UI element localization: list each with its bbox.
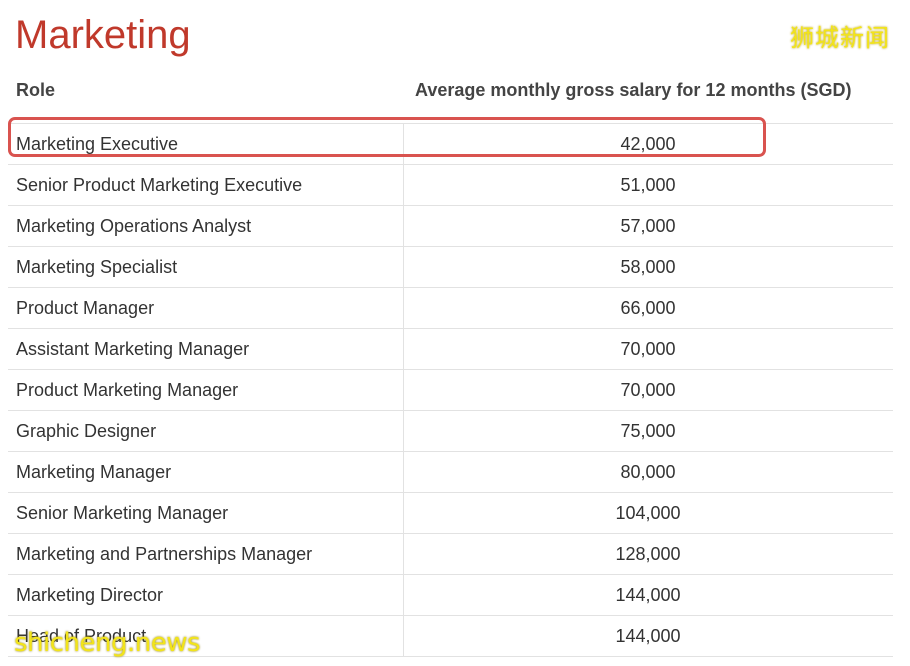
table-body: Marketing Executive 42,000 Senior Product …: [8, 124, 893, 657]
column-divider: [403, 165, 404, 205]
salary-cell: 104,000: [615, 503, 681, 523]
role-cell: Senior Product Marketing Executive: [16, 175, 303, 195]
salary-cell: 144,000: [615, 585, 681, 605]
column-divider: [403, 452, 404, 492]
column-divider: [403, 206, 404, 246]
watermark-url: shicheng.news: [14, 628, 201, 658]
salary-cell: 51,000: [620, 175, 676, 195]
column-divider: [403, 247, 404, 287]
salary-cell: 42,000: [620, 134, 676, 154]
role-cell: Marketing Specialist: [16, 257, 178, 277]
role-cell: Marketing and Partnerships Manager: [16, 544, 313, 564]
role-cell: Senior Marketing Manager: [16, 503, 229, 523]
role-cell: Marketing Director: [16, 585, 164, 605]
table-row: Senior Marketing Manager 104,000: [8, 493, 893, 534]
role-cell: Product Marketing Manager: [16, 380, 239, 400]
table-row: Product Manager 66,000: [8, 288, 893, 329]
salary-cell: 75,000: [620, 421, 676, 441]
table-row: Marketing and Partnerships Manager 128,00…: [8, 534, 893, 575]
table-row: Marketing Executive 42,000: [8, 124, 893, 165]
salary-cell: 144,000: [615, 626, 681, 646]
salary-table: Role Average monthly gross salary for 12…: [8, 72, 893, 657]
salary-cell: 57,000: [620, 216, 676, 236]
salary-cell: 70,000: [620, 380, 676, 400]
table-row: Marketing Specialist 58,000: [8, 247, 893, 288]
table-row: Senior Product Marketing Executive 51,000: [8, 165, 893, 206]
role-cell: Product Manager: [16, 298, 155, 318]
page-title: Marketing: [15, 13, 191, 57]
column-divider: [403, 288, 404, 328]
table-row: Graphic Designer 75,000: [8, 411, 893, 452]
column-header-salary: Average monthly gross salary for 12 mont…: [415, 80, 852, 100]
role-cell: Marketing Manager: [16, 462, 172, 482]
salary-cell: 128,000: [615, 544, 681, 564]
salary-cell: 70,000: [620, 339, 676, 359]
column-divider: [403, 411, 404, 451]
table-row: Product Marketing Manager 70,000: [8, 370, 893, 411]
column-header-role: Role: [16, 80, 56, 100]
column-divider: [403, 493, 404, 533]
column-divider: [403, 616, 404, 656]
role-cell: Marketing Executive: [16, 134, 179, 154]
table-row: Head of Product 144,000: [8, 616, 893, 657]
column-divider: [403, 575, 404, 615]
column-divider: [403, 534, 404, 574]
salary-cell: 66,000: [620, 298, 676, 318]
table-row: Assistant Marketing Manager 70,000: [8, 329, 893, 370]
column-divider: [403, 329, 404, 369]
salary-cell: 80,000: [620, 462, 676, 482]
table-row: Marketing Manager 80,000: [8, 452, 893, 493]
role-cell: Marketing Operations Analyst: [16, 216, 252, 236]
role-cell: Head of Product: [16, 626, 147, 646]
salary-cell: 58,000: [620, 257, 676, 277]
watermark-logo: 狮城新闻: [790, 24, 890, 52]
column-divider: [403, 370, 404, 410]
column-divider: [403, 124, 404, 164]
table-row: Marketing Operations Analyst 57,000: [8, 206, 893, 247]
table-row: Marketing Director 144,000: [8, 575, 893, 616]
table-header: Role Average monthly gross salary for 12…: [8, 72, 893, 124]
role-cell: Graphic Designer: [16, 421, 157, 441]
role-cell: Assistant Marketing Manager: [16, 339, 250, 359]
